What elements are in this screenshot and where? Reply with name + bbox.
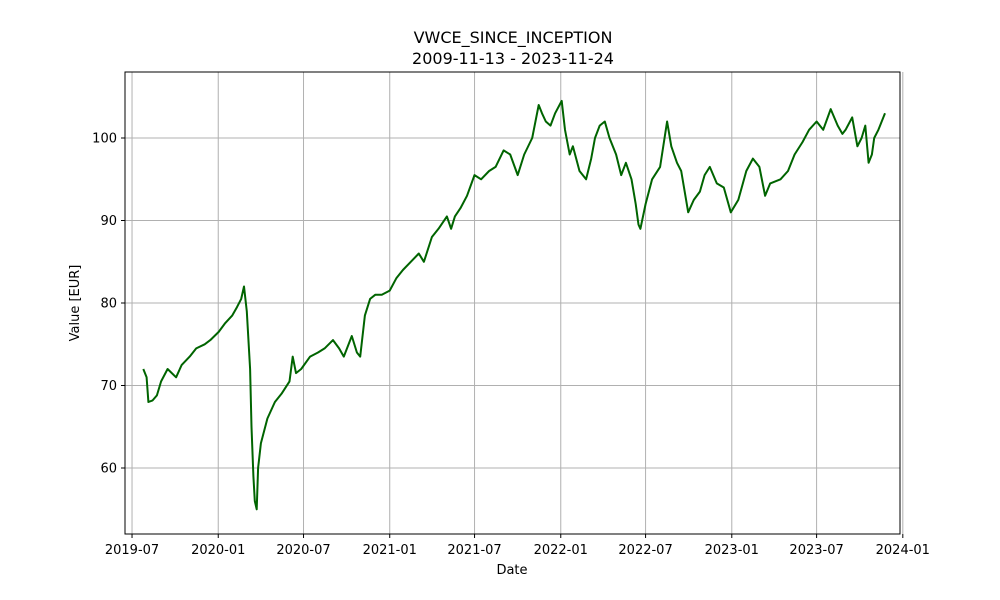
x-tick-label: 2021-01: [363, 543, 417, 558]
x-axis-label: Date: [496, 563, 527, 578]
y-tick-label: 80: [100, 297, 117, 312]
x-tick-label: 2020-07: [276, 543, 330, 558]
x-tick-label: 2019-07: [105, 543, 159, 558]
series-line: [142, 99, 886, 511]
y-tick-label: 100: [92, 132, 117, 147]
y-tick-label: 90: [100, 214, 117, 229]
x-tick-label: 2020-01: [191, 543, 245, 558]
series-layer: [142, 99, 886, 511]
y-tick-label: 70: [100, 379, 117, 394]
gridlines: [125, 72, 904, 534]
chart-title: VWCE_SINCE_INCEPTION: [414, 28, 613, 48]
y-tick-label: 60: [100, 462, 117, 477]
axis-ticks: 2019-07 2020-01 2020-07 2021-01 2021-07 2022-…: [92, 132, 930, 559]
chart-subtitle: 2009-11-13 - 2023-11-24: [412, 49, 614, 68]
x-tick-label: 2022-01: [534, 543, 588, 558]
x-tick-label: 2021-07: [447, 543, 501, 558]
x-tick-label: 2023-01: [705, 543, 759, 558]
y-axis-label: Value [EUR]: [68, 265, 83, 342]
x-tick-label: 2022-07: [618, 543, 672, 558]
x-tick-label: 2024-01: [876, 543, 930, 558]
x-tick-label: 2023-07: [789, 543, 843, 558]
